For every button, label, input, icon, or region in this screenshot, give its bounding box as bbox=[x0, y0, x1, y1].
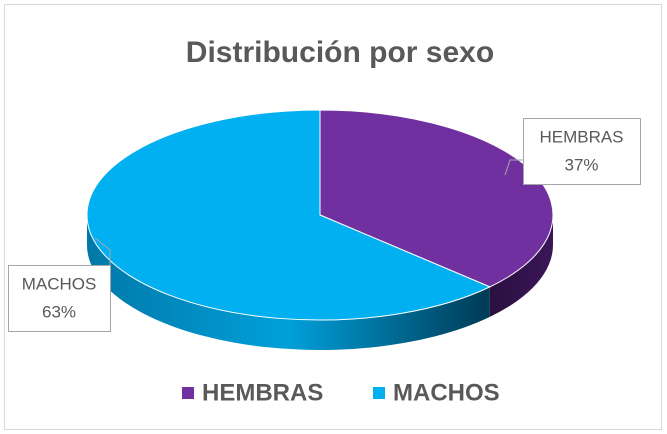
data-label-value: 37% bbox=[564, 155, 598, 174]
slice-side bbox=[489, 215, 553, 317]
data-label-box bbox=[523, 118, 641, 185]
slice bbox=[86, 109, 492, 321]
leader-line bbox=[94, 237, 111, 265]
legend-swatch bbox=[182, 387, 194, 399]
slice-side bbox=[87, 215, 490, 351]
data-label-category: MACHOS bbox=[22, 274, 97, 293]
chart-title: Distribución por sexo bbox=[186, 36, 494, 69]
legend-label: HEMBRAS bbox=[202, 379, 323, 406]
legend-swatch bbox=[373, 387, 385, 399]
data-label-value: 63% bbox=[42, 302, 76, 321]
data-label-box bbox=[8, 265, 111, 332]
leader-line bbox=[504, 159, 523, 176]
data-label-category: HEMBRAS bbox=[539, 127, 623, 146]
legend-label: MACHOS bbox=[393, 379, 500, 406]
